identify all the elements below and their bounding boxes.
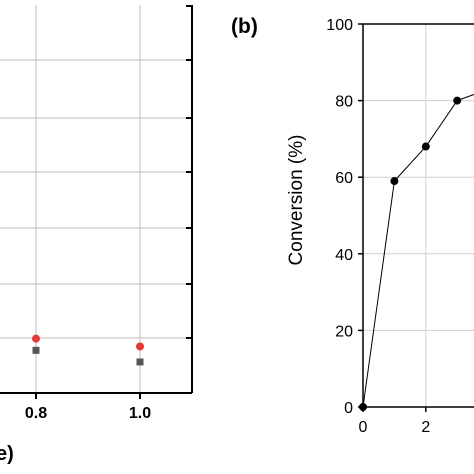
left-point-red-1	[136, 342, 144, 351]
right-ytick-label-3: 60	[335, 170, 353, 187]
right-point-0	[359, 403, 367, 411]
left-xlabel: e)	[0, 443, 14, 465]
right-ytick-label-2: 40	[335, 247, 353, 264]
right-series-line	[362, 93, 474, 408]
right-xtick-label-0: 0	[359, 419, 368, 436]
right-ytick-label-5: 100	[326, 17, 353, 34]
left-xtick-label-0: 0.8	[25, 405, 47, 422]
right-point-3	[453, 96, 462, 105]
left-point-red-0	[32, 334, 40, 343]
left-xtick-label-1: 1.0	[129, 405, 151, 422]
panel-label-b: (b)	[231, 15, 258, 38]
right-ytick-label-1: 20	[335, 323, 353, 340]
right-point-2	[421, 142, 430, 151]
right-ylabel: Conversion (%)	[286, 135, 307, 266]
right-ytick-label-4: 80	[335, 94, 353, 111]
right-point-1	[390, 177, 399, 186]
right-xtick-label-1: 2	[421, 419, 430, 436]
right-ytick-label-0: 0	[344, 400, 353, 417]
left-point-gray-0	[32, 346, 40, 354]
left-point-gray-1	[136, 358, 144, 366]
